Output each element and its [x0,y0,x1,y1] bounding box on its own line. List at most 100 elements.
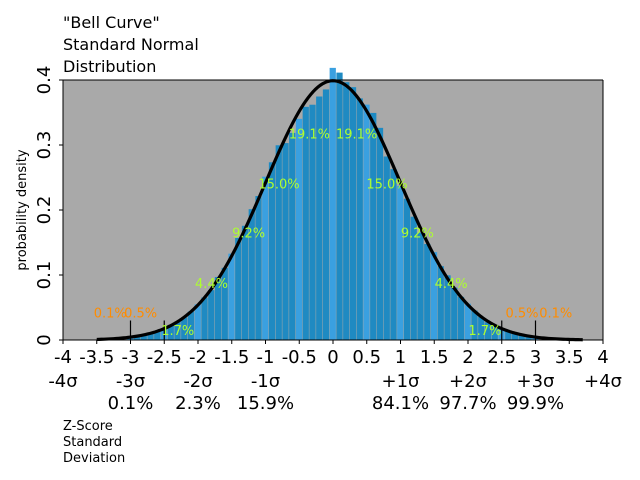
histogram-bar [505,331,512,340]
histogram-bar [363,104,370,340]
histogram-bar [174,321,181,340]
histogram-bar [471,310,478,340]
sigma-label: -4σ [48,371,77,392]
sigma-label: +2σ [449,371,487,392]
chart-title-line: Standard Normal [63,35,199,54]
x-axis-label-line: Standard [63,435,122,450]
percentile-labels: 0.1% 2.3% 15.9% 84.1% 97.7% 99.9% [108,393,564,414]
histogram-bar [464,303,471,340]
histogram-bar [133,335,141,340]
region-percent-label: 15.0% [258,178,299,193]
histogram-bar [518,334,525,340]
percentile-label: 2.3% [175,393,221,414]
x-tick-label: 3.5 [555,347,584,368]
histogram-bar [221,267,228,340]
histogram-bar [437,266,444,340]
x-tick-label: -2 [189,347,207,368]
histogram-bar [349,87,357,340]
chart-title-line: "Bell Curve" [63,13,160,32]
percentile-label: 0.1% [108,393,154,414]
histogram-bar [241,225,249,340]
histogram-bar [194,304,201,340]
region-percent-label: 0.5% [505,306,538,321]
histogram-bar [410,216,417,340]
histogram-bar [451,287,458,340]
chart-title-line: Distribution [63,57,156,76]
histogram-bar [316,96,323,340]
histogram-bar [228,253,235,340]
histogram-bar [309,104,316,340]
y-tick-labels: 0 0.1 0.2 0.3 0.4 [34,66,55,346]
x-tick-label: 2 [462,347,473,368]
histogram-bar [397,185,404,340]
histogram-bar [201,297,208,340]
histogram-bar [424,243,431,340]
histogram-bar [248,209,255,340]
x-tick-label: 2.5 [487,347,516,368]
region-percent-label: 4.4% [195,277,228,292]
x-tick-label: 4 [597,347,608,368]
x-tick-label: -0.5 [282,347,317,368]
region-percent-label: 19.1% [289,128,330,143]
histogram-bar [214,276,222,340]
region-percent-label: 0.1% [94,306,127,321]
region-percent-label: 15.0% [366,178,407,193]
histogram-bar [356,98,363,340]
histogram-bar [403,198,411,340]
y-tick-label: 0.2 [34,196,55,225]
histogram-bar [525,336,532,340]
region-percent-label: 19.1% [336,128,377,143]
x-tick-label: 1.5 [420,347,449,368]
x-tick-label: -1.5 [214,347,249,368]
region-percent-label: 1.7% [161,324,194,339]
histogram-bar [167,325,174,340]
percentile-label: 97.7% [439,393,496,414]
axes [59,79,604,344]
histogram-bar [322,89,330,340]
histogram-bar [417,232,424,340]
histogram-bar [430,252,438,340]
histogram-bar [444,275,451,340]
x-tick-label: -4 [54,347,72,368]
x-tick-label: 0 [327,347,338,368]
histogram-bar [343,82,350,340]
sigma-label: -1σ [251,371,280,392]
histogram-bar [255,196,262,340]
x-tick-label: -3.5 [79,347,114,368]
x-tick-label: 3 [530,347,541,368]
sigma-labels: -4σ -3σ -2σ -1σ +1σ +2σ +3σ +4σ [48,371,622,392]
histogram-bar [208,290,215,340]
histogram-bar [140,334,147,340]
region-percent-label: 1.7% [468,324,501,339]
histogram-bar [457,296,465,340]
sigma-label: +1σ [382,371,420,392]
x-tick-labels: -4 -3.5 -3 -2.5 -2 -1.5 -1 -0.5 0 0.5 1 1.5 2 2.5 3 3.5… [54,347,609,368]
percentile-label: 15.9% [237,393,294,414]
x-axis-label-line: Deviation [63,451,125,466]
histogram-bar [235,237,242,340]
histogram-bar [336,72,343,341]
x-tick-label: -2.5 [147,347,182,368]
chart-title: "Bell Curve" Standard Normal Distribution [63,13,199,76]
histogram-bar [370,112,377,340]
y-axis-label-text: probability density [15,149,30,270]
percentile-label: 84.1% [372,393,429,414]
x-axis-label-line: Z-Score [63,419,113,434]
region-percent-label: 0.1% [539,306,572,321]
sigma-label: +3σ [517,371,555,392]
histogram-bar [268,162,276,340]
y-tick-label: 0.3 [34,131,55,160]
histogram-bar [289,132,296,340]
histogram-bar [390,169,397,340]
region-percent-label: 9.2% [401,226,434,241]
percentile-label: 99.9% [507,393,564,414]
y-axis-label: probability density [15,149,30,270]
normal-curve [96,79,583,342]
histogram-bar [187,311,195,340]
y-tick-label: 0.1 [34,261,55,290]
region-percent-label: 9.2% [232,226,265,241]
histogram-bar [478,316,485,340]
histogram-bar [275,145,282,340]
histogram-bar [491,326,498,340]
